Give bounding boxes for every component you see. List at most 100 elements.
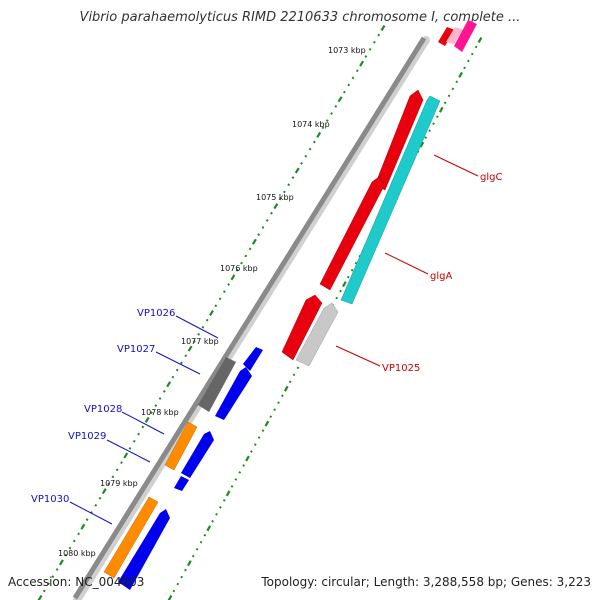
ruler-dot-inner xyxy=(265,219,269,222)
gene-blue-small[interactable] xyxy=(174,476,189,491)
ruler-dot-outer xyxy=(176,582,180,586)
gene-VP1027[interactable] xyxy=(198,357,236,412)
ruler-dot-inner xyxy=(37,594,43,600)
ruler-dot-inner xyxy=(308,147,312,151)
ruler-dot-inner xyxy=(240,261,243,265)
gene-VP1030[interactable] xyxy=(103,496,159,579)
gene-label-VP1030[interactable]: VP1030 xyxy=(31,494,69,505)
gene-label-VP1027[interactable]: VP1027 xyxy=(117,344,155,355)
gene-glgC[interactable] xyxy=(340,95,441,305)
backbone-shadow xyxy=(73,36,430,600)
tick-label-1076: 1076 kbp xyxy=(220,264,258,273)
ruler-dot-inner xyxy=(313,140,316,144)
ruler-dot-outer xyxy=(451,87,455,91)
ruler-dot-inner xyxy=(380,24,386,32)
ruler-dot-outer xyxy=(346,275,350,279)
ruler-dot-inner xyxy=(325,119,329,122)
ruler-dot-inner xyxy=(359,60,365,67)
ruler-dot-outer xyxy=(206,525,212,532)
ruler-dot-inner xyxy=(270,211,273,215)
ruler-dot-outer xyxy=(335,296,338,300)
ruler-dot-outer xyxy=(438,106,444,113)
ruler-dot-inner xyxy=(64,553,68,557)
ruler-dot-inner xyxy=(141,425,145,429)
ruler-dot-inner xyxy=(214,304,218,308)
gene-red-top[interactable] xyxy=(438,27,455,46)
ruler-dot-outer xyxy=(191,554,195,558)
ruler-dot-outer xyxy=(250,450,253,453)
gene-VP1026[interactable] xyxy=(243,347,263,371)
ruler-dot-inner xyxy=(304,154,308,158)
ruler-dot-outer xyxy=(253,443,257,446)
callout-line-glgC xyxy=(433,154,479,177)
gene-red-lower[interactable] xyxy=(281,294,323,361)
ruler-dot-inner xyxy=(218,297,222,301)
ruler-dot-outer xyxy=(225,490,231,497)
gene-red-upper[interactable] xyxy=(374,89,424,191)
ruler-dot-inner xyxy=(197,333,201,336)
ruler-dot-inner xyxy=(355,69,359,73)
ruler-dot-inner xyxy=(180,361,183,365)
ruler-dot-outer xyxy=(261,429,265,432)
ruler-dot-inner xyxy=(334,105,338,108)
ruler-dot-inner xyxy=(330,112,333,115)
ruler-dot-inner xyxy=(184,354,188,358)
ruler-dot-inner xyxy=(72,539,76,543)
ruler-dot-inner xyxy=(347,83,351,87)
gene-label-glgA[interactable]: glgA xyxy=(430,271,452,282)
gene-blue-bottom[interactable] xyxy=(118,509,170,590)
ruler-dot-outer xyxy=(467,59,470,63)
ruler-dot-inner xyxy=(316,131,322,138)
callout-line-VP1025 xyxy=(335,345,381,367)
ruler-dot-inner xyxy=(248,247,252,251)
ruler-dot-inner xyxy=(47,582,50,586)
ruler-dot-outer xyxy=(424,136,428,139)
ruler-dot-inner xyxy=(373,40,376,44)
ruler-dot-inner xyxy=(55,568,59,571)
gene-blue-mid[interactable] xyxy=(215,367,252,420)
ruler-dot-outer xyxy=(419,141,425,148)
gene-magenta-top[interactable] xyxy=(454,20,477,52)
ruler-dot-inner xyxy=(175,368,179,372)
gene-label-VP1029[interactable]: VP1029 xyxy=(68,431,106,442)
ruler-dot-inner xyxy=(171,375,175,379)
gene-label-VP1026[interactable]: VP1026 xyxy=(137,308,175,319)
ruler-dot-inner xyxy=(123,452,129,459)
ruler-dot-outer xyxy=(230,485,234,488)
gene-label-VP1025[interactable]: VP1025 xyxy=(382,363,420,374)
callout-line-glgA xyxy=(384,252,429,275)
gene-glgA[interactable] xyxy=(319,175,385,291)
ruler-dot-inner xyxy=(227,283,231,286)
gene-VP1028[interactable] xyxy=(181,431,214,478)
tick-label-1074: 1074 kbp xyxy=(292,120,330,129)
ruler-dot-inner xyxy=(150,411,153,415)
ruler-dot-outer xyxy=(219,506,222,509)
tick-label-1077: 1077 kbp xyxy=(181,337,219,346)
ruler-dot-outer xyxy=(339,289,342,293)
tick-label-1075: 1075 kbp xyxy=(256,193,294,202)
ruler-dot-outer xyxy=(447,94,451,98)
ruler-dot-inner xyxy=(287,183,291,187)
ruler-dot-inner xyxy=(162,390,166,393)
ruler-dot-outer xyxy=(428,129,431,132)
ruler-dot-inner xyxy=(205,318,209,322)
ruler-dot-inner xyxy=(294,167,300,174)
ruler-dot-outer xyxy=(436,115,439,119)
gene-VP1029[interactable] xyxy=(164,421,198,471)
ruler-dot-outer xyxy=(264,420,270,427)
ruler-dot-outer xyxy=(281,394,284,398)
ruler-dot-inner xyxy=(187,345,193,352)
ruler-dot-inner xyxy=(158,397,162,400)
ruler-dot-outer xyxy=(455,80,459,84)
ruler-dot-inner xyxy=(300,162,303,165)
gene-VP1025[interactable] xyxy=(295,302,339,367)
gene-pink-top[interactable] xyxy=(446,27,463,44)
gene-label-VP1028[interactable]: VP1028 xyxy=(84,404,122,415)
ruler-dot-outer xyxy=(242,464,245,467)
ruler-dot-inner xyxy=(273,203,279,210)
genome-summary: Topology: circular; Length: 3,288,558 bp… xyxy=(261,575,591,589)
ruler-dot-inner xyxy=(364,55,368,58)
gene-label-glgC[interactable]: glgC xyxy=(480,172,502,183)
ruler-dot-inner xyxy=(209,309,214,317)
